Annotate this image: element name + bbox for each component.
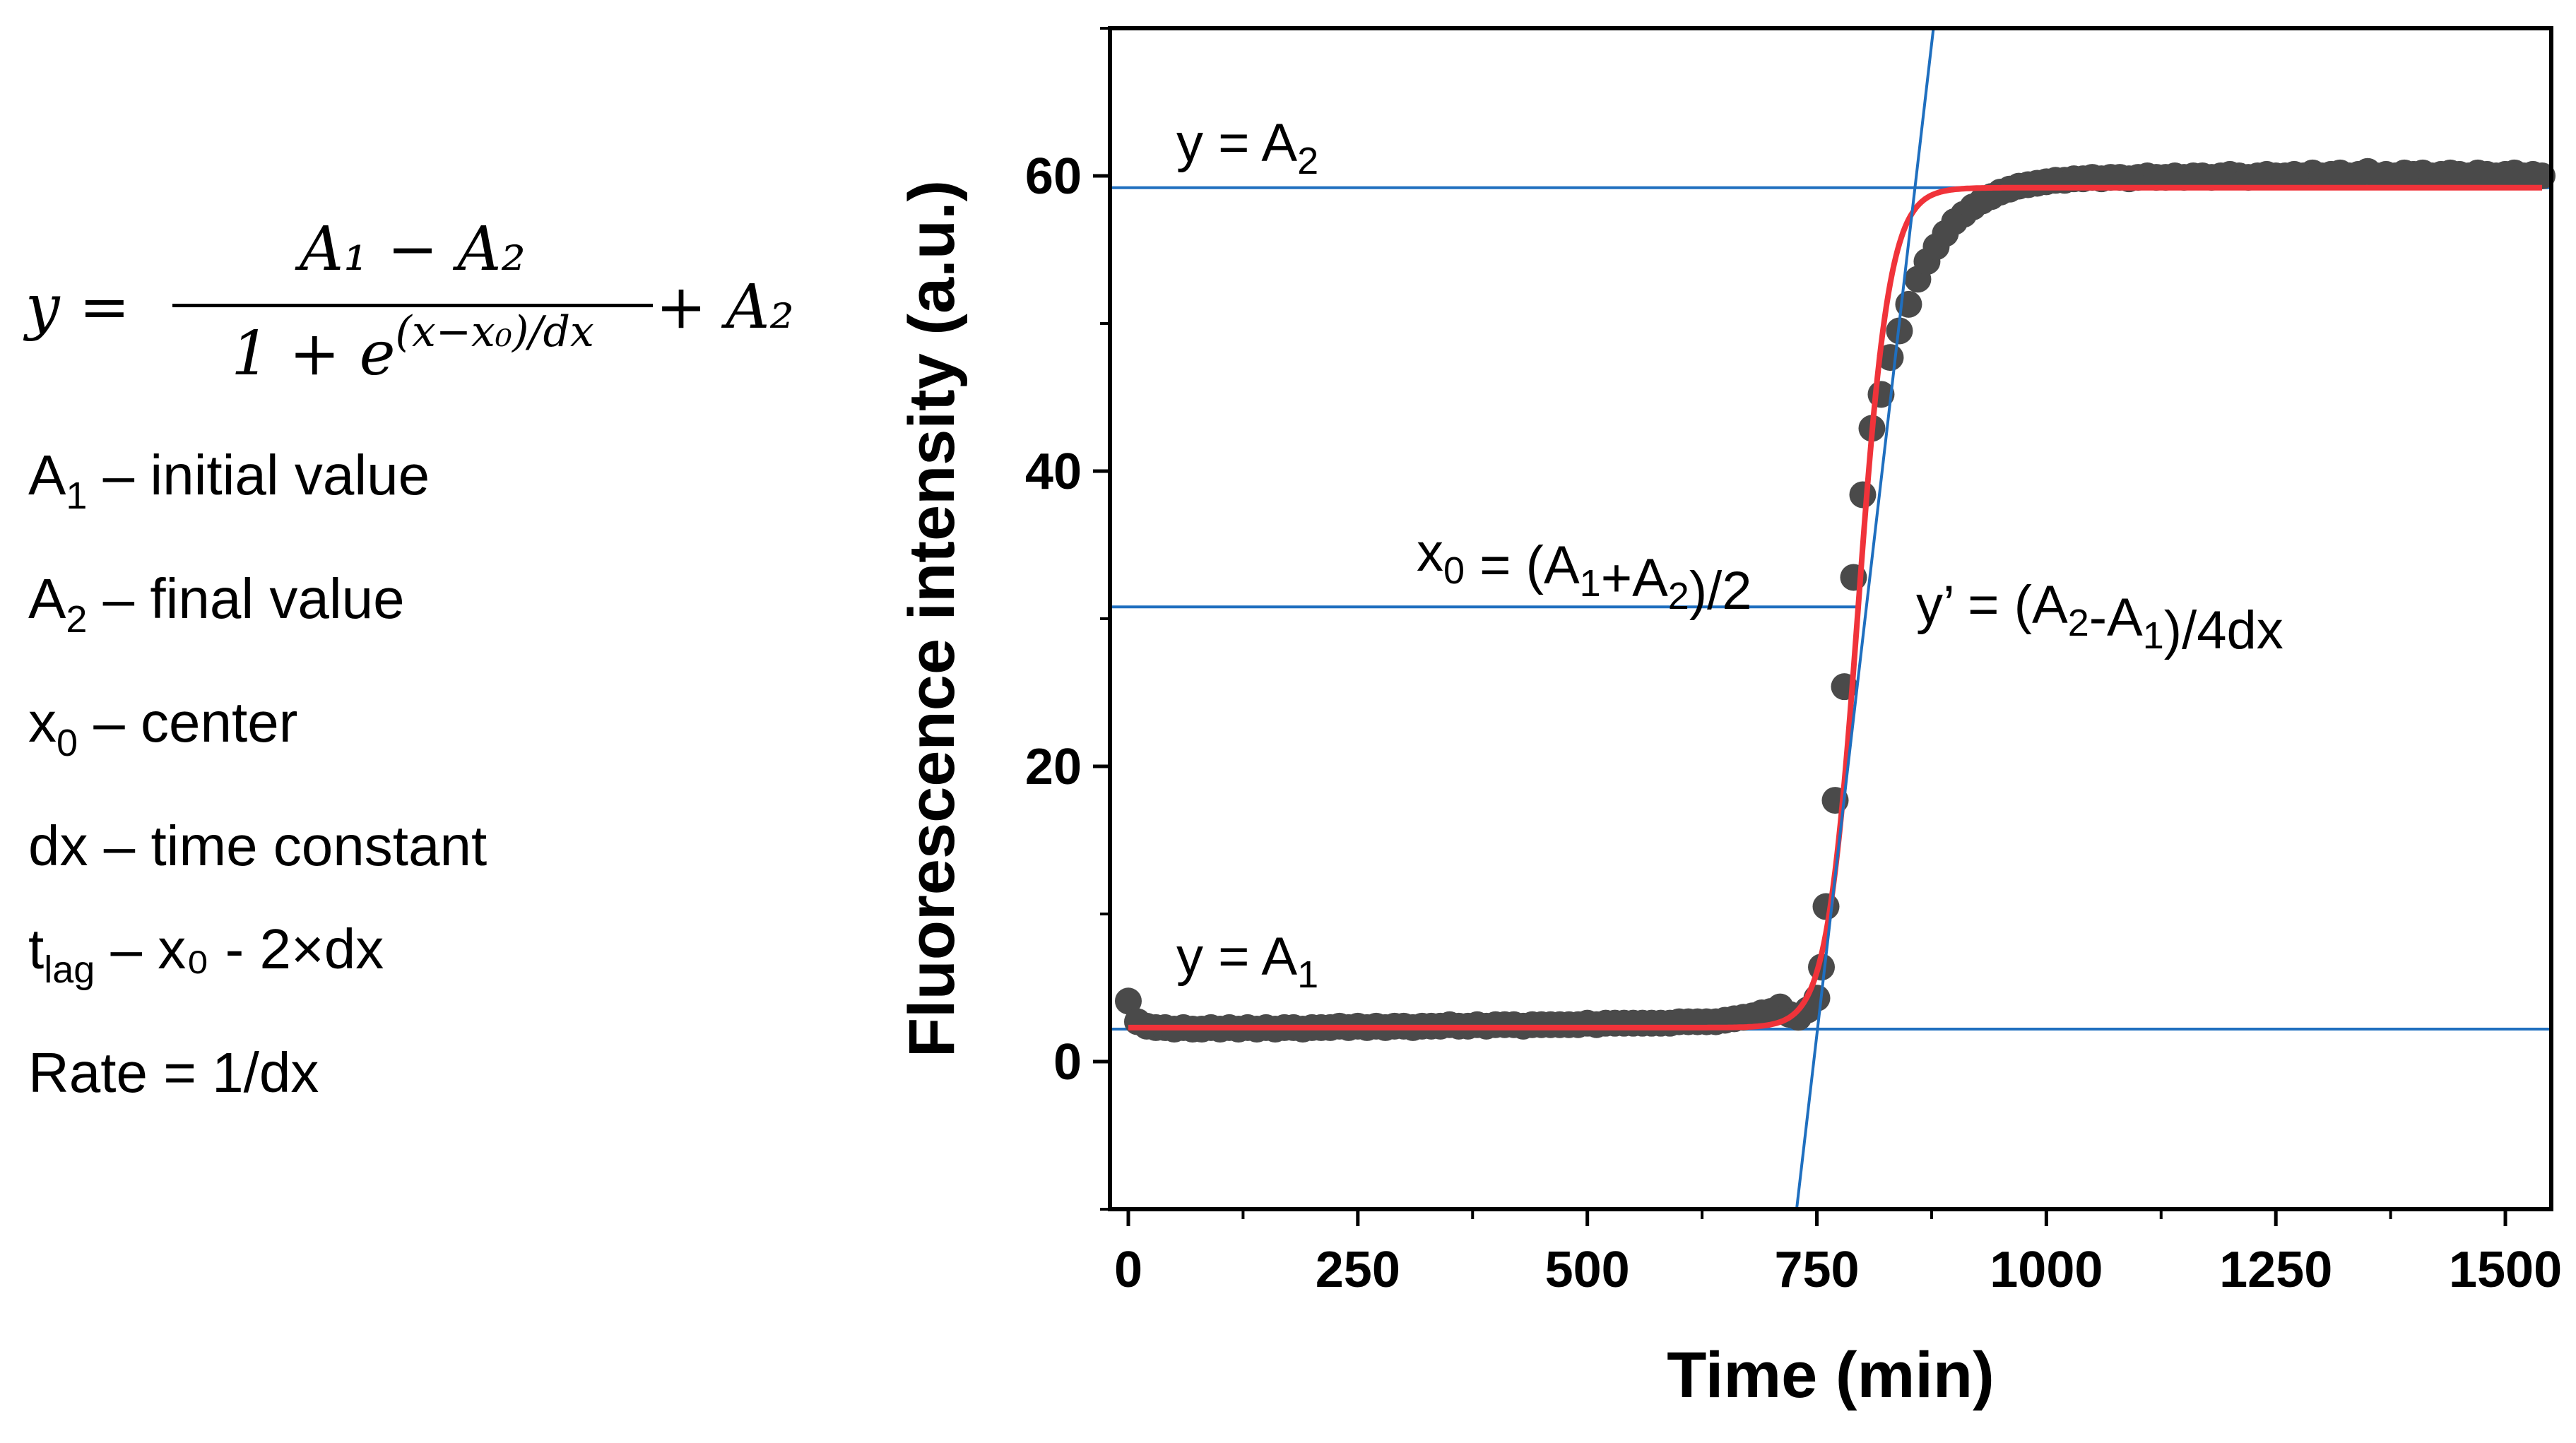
definition-rate: Rate = 1/dx <box>28 1021 487 1124</box>
annotation-text: -A <box>2089 588 2143 648</box>
tangent-line <box>1795 28 1935 1209</box>
x-tick-label: 250 <box>1316 1242 1400 1298</box>
y-tick-label: 40 <box>1025 444 1082 500</box>
annotation-subscript: 2 <box>2068 602 2089 644</box>
formula-panel: y = A₁ − A₂ 1 + e(x−x₀)/dx + A₂ A1 – ini… <box>0 0 848 1443</box>
data-points <box>1114 158 2556 1043</box>
definition-a2: A2 – final value <box>28 547 487 671</box>
x-tick-label: 1250 <box>2219 1242 2332 1298</box>
data-point <box>1114 987 1142 1015</box>
annotation-subscript: 1 <box>1297 954 1318 996</box>
definition-symbol: A <box>28 567 66 630</box>
formula-denominator: 1 + e(x−x₀)/dx <box>172 311 653 384</box>
annotation-text: )/4dx <box>2164 600 2283 660</box>
definition-a1: A1 – initial value <box>28 424 487 547</box>
definition-subscript: 1 <box>66 475 88 517</box>
x-tick-label: 500 <box>1545 1242 1630 1298</box>
definition-subscript: 0 <box>57 722 78 764</box>
x-tick-label: 0 <box>1114 1242 1142 1298</box>
definition-text: – x₀ - 2×dx <box>95 918 384 980</box>
tangent-group <box>1795 28 1935 1209</box>
definition-subscript: 2 <box>66 598 88 641</box>
data-point <box>2529 162 2556 189</box>
formula-rhs: + A₂ <box>656 272 794 343</box>
parameter-definitions: A1 – initial value A2 – final value x0 –… <box>28 424 487 1124</box>
formula-lhs: y = <box>25 272 130 343</box>
definition-tlag: tlag – x₀ - 2×dx <box>28 898 487 1021</box>
x-axis-title: Time (min) <box>1667 1339 1994 1411</box>
denominator-exponent: (x−x₀)/dx <box>395 307 594 357</box>
definition-x0: x0 – center <box>28 671 487 795</box>
annotation-text: y = A <box>1176 927 1297 987</box>
definition-text: – final value <box>87 567 405 630</box>
definition-subscript: lag <box>44 949 95 991</box>
annotation-text: x <box>1417 523 1443 583</box>
annotation-subscript: 2 <box>1297 140 1318 182</box>
denominator-base: 1 + e <box>231 319 396 389</box>
annotation-x0: x0 = (A1+A2)/2 <box>1417 523 1752 621</box>
x-tick-label: 1500 <box>2449 1242 2562 1298</box>
annotation-subscript: 0 <box>1443 550 1465 592</box>
annotation-text: y = A <box>1176 113 1297 173</box>
definition-symbol: t <box>28 918 45 980</box>
y-tick-label: 20 <box>1025 739 1082 795</box>
definition-symbol: x <box>28 691 57 754</box>
formula-numerator: A₁ − A₂ <box>300 214 526 285</box>
annotation-text: +A <box>1601 548 1668 608</box>
y-tick-label: 60 <box>1025 148 1082 205</box>
definition-dx: dx – time constant <box>28 795 487 898</box>
annotation-slope: y’ = (A2-A1)/4dx <box>1916 575 2283 660</box>
annotation-y-a1: y = A1 <box>1176 927 1318 996</box>
y-tick-label: 0 <box>1053 1034 1082 1091</box>
definition-text: – initial value <box>87 444 430 506</box>
y-axis-title: Fluorescence intensity (a.u.) <box>896 180 968 1057</box>
annotation-subscript: 1 <box>2143 614 2164 657</box>
definition-text: – center <box>78 691 298 754</box>
annotation-text: = (A <box>1465 535 1580 595</box>
x-tick-label: 750 <box>1774 1242 1859 1298</box>
annotation-text: y’ = (A <box>1916 575 2068 635</box>
annotation-subscript: 2 <box>1668 575 1689 617</box>
definition-symbol: Rate = 1/dx <box>28 1041 319 1104</box>
annotation-subscript: 1 <box>1580 562 1601 605</box>
x-tick-label: 1000 <box>1990 1242 2103 1298</box>
fraction-bar <box>172 304 653 307</box>
annotation-y-a2: y = A2 <box>1176 113 1318 182</box>
data-point <box>1849 481 1877 509</box>
definition-symbol: dx <box>28 814 88 877</box>
annotation-text: )/2 <box>1689 561 1752 621</box>
definition-symbol: A <box>28 444 66 506</box>
definition-text: – time constant <box>88 814 488 877</box>
